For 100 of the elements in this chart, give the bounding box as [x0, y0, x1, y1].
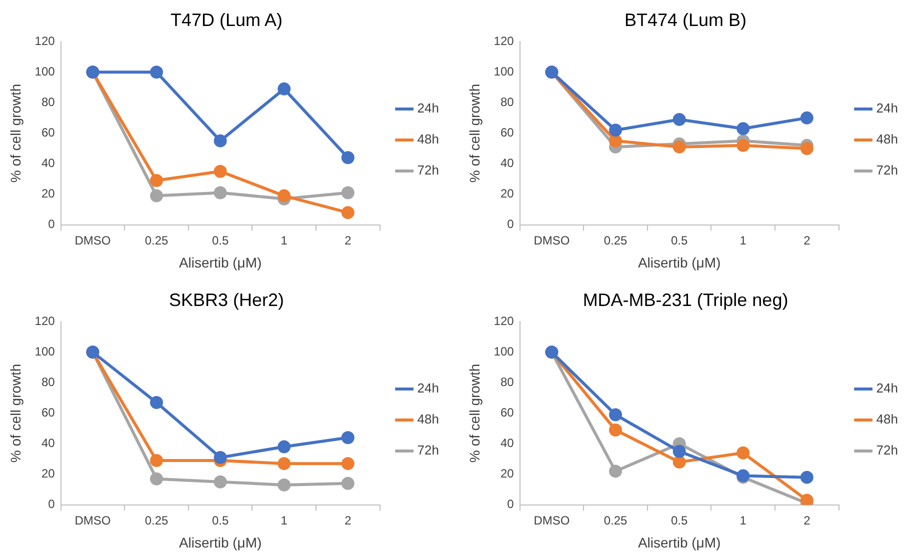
point — [672, 456, 686, 469]
y-tick-label: 100 — [34, 344, 56, 358]
y-tick-label: 40 — [41, 436, 56, 450]
y-tick-label: 80 — [41, 94, 56, 109]
x-axis-title: Alisertib (μM) — [638, 534, 721, 550]
y-tick-label: 0 — [507, 497, 514, 512]
chart-title: MDA-MB-231 (Triple neg) — [582, 290, 788, 310]
x-tick-label: 0.5 — [670, 233, 688, 248]
point — [214, 475, 227, 488]
y-tick-label: 40 — [500, 436, 514, 450]
legend-label: 72h — [876, 162, 898, 178]
x-tick-label: DMSO — [74, 513, 111, 528]
legend-label: 48h — [876, 132, 898, 147]
y-axis-title: % of cell growth — [466, 364, 482, 463]
point — [150, 66, 164, 79]
x-axis-title: Alisertib (μM) — [178, 254, 262, 270]
point — [278, 478, 291, 492]
point — [736, 138, 750, 152]
point — [609, 124, 622, 137]
y-axis-title: % of cell growth — [7, 364, 24, 463]
x-tick-label: 0.5 — [670, 513, 688, 528]
point — [341, 151, 354, 164]
point — [278, 189, 291, 202]
legend-label: 72h — [417, 162, 440, 178]
point — [150, 189, 164, 202]
point — [672, 140, 686, 154]
point — [341, 476, 354, 490]
point — [150, 472, 164, 486]
y-tick-label: 20 — [500, 466, 514, 481]
legend-label: 24h — [417, 100, 440, 116]
y-axis-title: % of cell growth — [7, 84, 24, 183]
legend-label: 24h — [876, 100, 898, 116]
chart-title: T47D (Lum A) — [170, 10, 283, 30]
chart-title: BT474 (Lum B) — [624, 10, 747, 30]
point — [150, 454, 164, 468]
x-tick-label: 1 — [280, 513, 288, 528]
y-tick-label: 100 — [494, 344, 514, 358]
y-axis-title: % of cell growth — [466, 84, 482, 183]
point — [278, 82, 291, 96]
y-tick-label: 40 — [500, 156, 514, 170]
y-tick-label: 120 — [494, 314, 514, 328]
point — [150, 396, 164, 410]
x-tick-label: 2 — [804, 513, 811, 528]
y-tick-label: 120 — [494, 34, 514, 48]
x-tick-label: 0.25 — [604, 233, 628, 248]
y-tick-label: 100 — [34, 64, 56, 78]
y-tick-label: 80 — [500, 374, 514, 389]
x-tick-label: DMSO — [74, 233, 111, 248]
x-tick-label: 0.25 — [144, 513, 169, 528]
x-tick-label: 1 — [280, 233, 288, 248]
point — [609, 423, 622, 436]
point — [800, 111, 814, 124]
y-tick-label: 120 — [34, 314, 56, 328]
legend-label: 48h — [417, 132, 440, 147]
point — [278, 440, 291, 454]
legend-label: 24h — [417, 380, 440, 396]
y-tick-label: 0 — [48, 217, 56, 232]
y-tick-label: 0 — [48, 497, 56, 512]
point — [609, 134, 622, 148]
point — [214, 450, 227, 464]
y-tick-label: 20 — [41, 186, 56, 201]
y-tick-label: 40 — [41, 156, 56, 170]
point — [736, 122, 750, 136]
point — [672, 444, 686, 458]
x-tick-label: 2 — [804, 233, 811, 248]
y-tick-label: 80 — [500, 94, 514, 109]
y-tick-label: 0 — [507, 217, 514, 232]
point — [609, 464, 622, 478]
x-tick-label: 0.25 — [144, 233, 169, 248]
x-tick-label: 1 — [740, 513, 747, 528]
x-tick-label: 1 — [740, 233, 747, 248]
point — [800, 470, 814, 484]
legend-label: 72h — [417, 442, 440, 458]
point — [800, 142, 814, 155]
legend-label: 24h — [876, 380, 898, 396]
point — [736, 446, 750, 460]
y-tick-label: 20 — [500, 186, 514, 201]
point — [214, 134, 227, 148]
point — [150, 174, 164, 188]
x-axis-title: Alisertib (μM) — [178, 534, 262, 550]
point — [214, 164, 227, 178]
y-tick-label: 60 — [500, 406, 514, 420]
x-tick-label: 0.5 — [212, 513, 229, 528]
x-axis-title: Alisertib (μM) — [638, 254, 721, 270]
legend-label: 48h — [876, 412, 898, 427]
point — [341, 206, 354, 220]
x-tick-label: 0.5 — [212, 233, 229, 248]
x-tick-label: DMSO — [534, 513, 570, 528]
chart-title: SKBR3 (Her2) — [168, 290, 284, 310]
point — [672, 112, 686, 126]
y-tick-label: 20 — [41, 466, 56, 481]
legend-label: 72h — [876, 442, 898, 458]
point — [341, 457, 354, 470]
y-tick-label: 80 — [41, 374, 56, 389]
x-tick-label: 0.25 — [604, 513, 628, 528]
point — [609, 408, 622, 422]
point — [278, 457, 291, 470]
point — [341, 186, 354, 200]
y-tick-label: 100 — [494, 64, 514, 78]
y-tick-label: 60 — [41, 126, 56, 140]
